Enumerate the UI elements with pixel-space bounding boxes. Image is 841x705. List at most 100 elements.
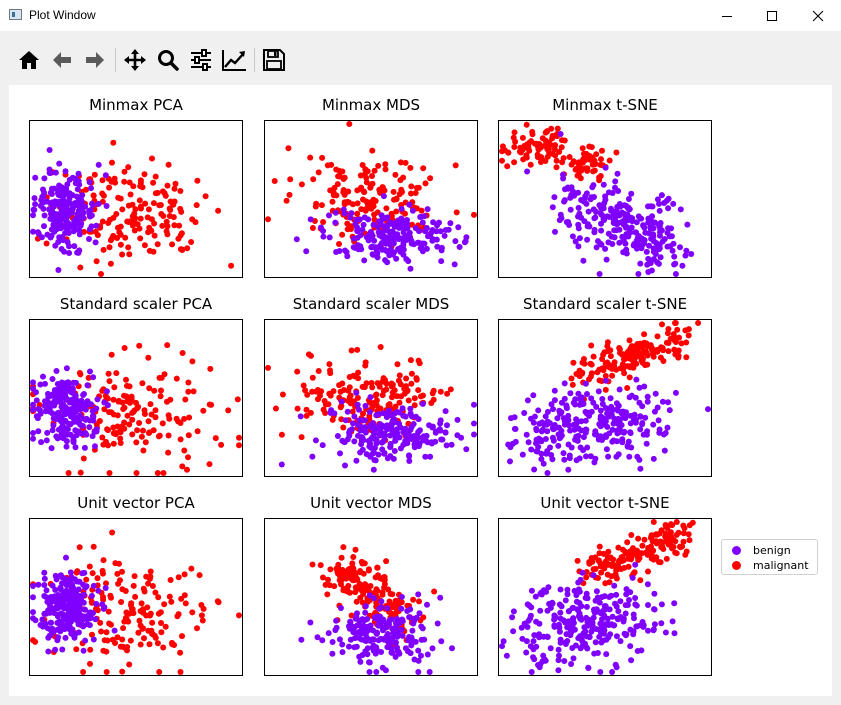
- figure-canvas[interactable]: Minmax PCA Minmax MDS Minmax t-SNE Standard…: [9, 85, 832, 696]
- scatter-point-malignant: [157, 393, 164, 400]
- scatter-point-benign: [376, 432, 383, 439]
- close-button[interactable]: [795, 0, 841, 31]
- scatter-point-benign: [367, 394, 374, 401]
- scatter-point-benign: [91, 428, 98, 435]
- scatter-point-benign: [526, 602, 533, 609]
- scatter-point-benign: [80, 599, 87, 606]
- scatter-point-benign: [628, 190, 635, 197]
- plot-window-app-icon: [9, 9, 22, 20]
- home-button[interactable]: [16, 47, 42, 73]
- configure-subplots-button[interactable]: [188, 47, 214, 73]
- scatter-point-malignant: [422, 180, 429, 187]
- scatter-point-malignant: [415, 387, 422, 394]
- scatter-point-malignant: [125, 244, 132, 251]
- scatter-point-malignant: [600, 367, 607, 374]
- scatter-point-benign: [602, 245, 609, 252]
- scatter-point-malignant: [398, 186, 405, 193]
- scatter-point-benign: [593, 588, 600, 595]
- scatter-point-benign: [642, 229, 649, 236]
- scatter-point-malignant: [379, 591, 386, 598]
- scatter-point-benign: [388, 421, 395, 427]
- scatter-point-benign: [427, 453, 434, 460]
- scatter-point-malignant: [398, 599, 405, 606]
- scatter-point-benign: [90, 417, 97, 424]
- minimize-button[interactable]: [704, 0, 750, 31]
- scatter-point-malignant: [628, 556, 634, 563]
- scatter-point-benign: [79, 570, 86, 577]
- scatter-point-benign: [81, 444, 88, 451]
- scatter-point-malignant: [134, 221, 141, 228]
- scatter-point-benign: [579, 569, 586, 576]
- scatter-point-malignant: [98, 271, 104, 277]
- scatter-point-benign: [445, 226, 452, 233]
- scatter-point-malignant: [373, 391, 380, 398]
- scatter-point-benign: [56, 234, 63, 241]
- legend-marker-malignant: [732, 560, 741, 570]
- scatter-point-benign: [578, 214, 585, 221]
- scatter-point-malignant: [126, 661, 133, 668]
- scatter-point-malignant: [152, 190, 159, 197]
- scatter-point-malignant: [343, 587, 350, 594]
- maximize-button[interactable]: [749, 0, 795, 31]
- forward-button[interactable]: [82, 47, 108, 73]
- scatter-point-benign: [571, 426, 578, 433]
- scatter-point-benign: [320, 233, 327, 240]
- pan-button[interactable]: [122, 47, 148, 73]
- scatter-point-malignant: [613, 149, 620, 156]
- scatter-point-benign: [555, 442, 562, 449]
- scatter-point-benign: [52, 392, 59, 399]
- scatter-point-benign: [44, 198, 51, 205]
- scatter-point-malignant: [271, 178, 278, 184]
- scatter-point-malignant: [108, 621, 114, 628]
- scatter-point-malignant: [308, 352, 314, 359]
- scatter-point-malignant: [185, 454, 191, 461]
- scatter-point-malignant: [581, 360, 588, 367]
- scatter-point-malignant: [678, 340, 685, 347]
- scatter-point-benign: [362, 603, 369, 610]
- scatter-point-malignant: [641, 331, 648, 338]
- scatter-point-benign: [643, 248, 650, 255]
- scatter-point-benign: [30, 406, 36, 413]
- scatter-point-benign: [629, 574, 636, 581]
- scatter-point-benign: [59, 204, 66, 211]
- scatter-point-malignant: [600, 550, 607, 557]
- back-button[interactable]: [49, 47, 75, 73]
- scatter-point-benign: [605, 189, 612, 196]
- scatter-point-benign: [95, 587, 102, 594]
- edit-axes-button[interactable]: [221, 47, 247, 73]
- scatter-point-malignant: [315, 396, 321, 403]
- scatter-point-malignant: [689, 519, 696, 526]
- zoom-button[interactable]: [155, 47, 181, 73]
- scatter-point-benign: [598, 227, 605, 234]
- scatter-point-malignant: [344, 198, 351, 205]
- scatter-point-benign: [396, 650, 403, 657]
- scatter-point-malignant: [324, 162, 331, 169]
- scatter-point-benign: [585, 664, 592, 671]
- scatter-point-benign: [575, 204, 582, 211]
- scatter-point-benign: [530, 638, 537, 645]
- scatter-point-benign: [582, 380, 589, 387]
- save-button[interactable]: [261, 47, 287, 73]
- scatter-point-malignant: [360, 196, 366, 203]
- scatter-point-malignant: [215, 207, 222, 214]
- scatter-point-benign: [626, 453, 633, 460]
- scatter-point-malignant: [123, 376, 129, 383]
- scatter-point-malignant: [80, 669, 87, 675]
- scatter-point-benign: [616, 239, 623, 246]
- scatter-point-malignant: [354, 200, 361, 207]
- scatter-point-malignant: [152, 173, 159, 180]
- scatter-point-benign: [523, 649, 530, 656]
- scatter-point-benign: [329, 650, 336, 657]
- scatter-point-benign: [45, 607, 52, 614]
- scatter-point-benign: [82, 406, 89, 413]
- scatter-point-malignant: [117, 440, 124, 446]
- scatter-point-malignant: [676, 334, 682, 341]
- scatter-point-malignant: [100, 557, 107, 564]
- scatter-point-malignant: [575, 172, 582, 178]
- scatter-point-benign: [55, 387, 61, 394]
- scatter-point-malignant: [641, 536, 648, 543]
- scatter-point-benign: [602, 405, 609, 411]
- scatter-point-benign: [365, 237, 372, 244]
- scatter-point-malignant: [77, 264, 84, 271]
- scatter-point-malignant: [659, 321, 665, 328]
